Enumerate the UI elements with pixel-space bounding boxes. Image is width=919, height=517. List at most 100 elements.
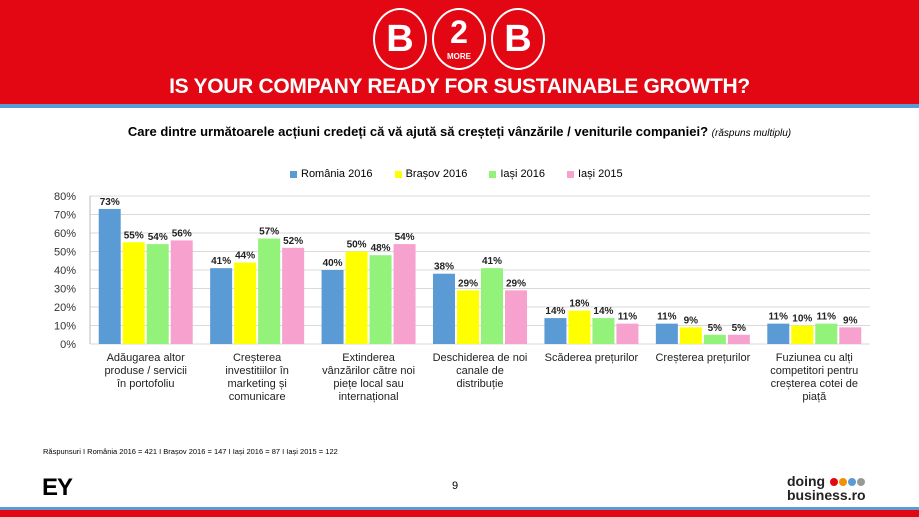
x-tick-label: Creșterea investitiilor în marketing și com… bbox=[225, 352, 289, 403]
legend: România 2016 Brașov 2016 Iași 2016 Iași 201… bbox=[290, 168, 623, 180]
y-tick-label: 60% bbox=[54, 228, 76, 240]
legend-item: Brașov 2016 bbox=[394, 168, 468, 180]
bar bbox=[258, 238, 281, 344]
data-label: 48% bbox=[371, 243, 391, 254]
question-note: (răspuns multiplu) bbox=[711, 128, 792, 139]
bar bbox=[433, 273, 455, 344]
y-tick-label: 80% bbox=[54, 191, 76, 203]
bar bbox=[544, 318, 567, 344]
bar bbox=[505, 290, 527, 344]
logo-letter: 2 bbox=[432, 8, 486, 70]
page-number: 9 bbox=[452, 480, 459, 492]
data-label: 54% bbox=[395, 232, 415, 243]
bar bbox=[393, 244, 416, 344]
data-label: 52% bbox=[283, 236, 303, 247]
data-label: 18% bbox=[569, 299, 589, 310]
y-tick-label: 0% bbox=[60, 339, 76, 351]
brand-text-1: doing bbox=[787, 473, 826, 489]
footer-stripe bbox=[0, 507, 919, 517]
data-label: 11% bbox=[618, 312, 638, 323]
data-label: 9% bbox=[843, 315, 858, 326]
y-tick-label: 10% bbox=[54, 321, 76, 333]
x-tick-label: Extinderea vânzărilor către noi piețe loca… bbox=[322, 352, 415, 403]
bar bbox=[345, 251, 368, 344]
x-tick-label: Creșterea prețurilor bbox=[655, 352, 750, 364]
legend-swatch bbox=[566, 170, 574, 178]
bar bbox=[369, 255, 392, 344]
y-tick-label: 70% bbox=[54, 210, 76, 222]
data-label: 57% bbox=[259, 227, 279, 238]
respondents-note: Răspunsuri I România 2016 = 421 I Brașov… bbox=[43, 447, 338, 456]
logo-letter: B bbox=[491, 8, 545, 70]
legend-label: Iași 2016 bbox=[500, 168, 545, 180]
y-tick-label: 50% bbox=[54, 247, 76, 259]
x-tick-label: Deschiderea de noi canale de distribuție bbox=[433, 352, 528, 390]
tagline: IS YOUR COMPANY READY FOR SUSTAINABLE GR… bbox=[169, 75, 750, 98]
logo-letter: B bbox=[373, 8, 427, 70]
bar bbox=[457, 290, 479, 344]
bar bbox=[655, 323, 678, 344]
data-label: 5% bbox=[708, 323, 723, 334]
data-label: 44% bbox=[235, 251, 255, 262]
data-label: 10% bbox=[792, 314, 812, 325]
x-tick-label: Fuziunea cu alți competitori pentru crește… bbox=[770, 352, 858, 403]
legend-item: România 2016 bbox=[290, 168, 373, 180]
brand-text-2: business.ro bbox=[787, 487, 866, 503]
legend-item: Iași 2016 bbox=[489, 168, 545, 180]
data-label: 40% bbox=[323, 258, 343, 269]
bar bbox=[210, 268, 233, 344]
data-label: 29% bbox=[458, 278, 478, 289]
legend-swatch bbox=[290, 170, 297, 178]
data-label: 41% bbox=[211, 256, 231, 267]
bar bbox=[592, 318, 615, 344]
bar bbox=[839, 327, 862, 344]
data-label: 11% bbox=[657, 312, 677, 323]
data-label: 73% bbox=[100, 197, 120, 208]
y-tick-label: 30% bbox=[54, 284, 76, 296]
data-label: 50% bbox=[347, 240, 367, 251]
x-tick-label: Adăugarea altor produse / servicii în port… bbox=[104, 352, 187, 390]
bar bbox=[703, 334, 726, 344]
data-label: 41% bbox=[482, 256, 502, 267]
doingbusiness-logo: doing business.ro bbox=[787, 474, 866, 502]
data-label: 14% bbox=[593, 306, 613, 317]
x-tick-label: Scăderea prețurilor bbox=[545, 352, 639, 364]
header-stripe bbox=[0, 104, 919, 108]
bar bbox=[282, 247, 305, 344]
legend-label: România 2016 bbox=[301, 168, 373, 180]
bar bbox=[98, 208, 121, 344]
data-label: 29% bbox=[506, 278, 526, 289]
bar bbox=[568, 310, 591, 344]
bar bbox=[146, 244, 169, 344]
bar bbox=[481, 268, 503, 344]
bar bbox=[727, 334, 750, 344]
bar bbox=[616, 323, 639, 344]
question-text: Care dintre următoarele acțiuni credeți … bbox=[127, 124, 709, 139]
y-tick-label: 20% bbox=[54, 302, 76, 314]
data-label: 56% bbox=[172, 228, 192, 239]
bar bbox=[122, 242, 145, 344]
y-tick-label: 40% bbox=[54, 265, 76, 277]
data-label: 55% bbox=[124, 230, 144, 241]
bar bbox=[234, 262, 257, 344]
data-label: 11% bbox=[817, 312, 837, 323]
data-label: 9% bbox=[684, 315, 699, 326]
legend-label: Brașov 2016 bbox=[405, 168, 468, 180]
data-label: 38% bbox=[434, 262, 454, 273]
question: Care dintre următoarele acțiuni credeți … bbox=[0, 124, 919, 139]
legend-item: Iași 2015 bbox=[566, 168, 623, 180]
data-label: 5% bbox=[732, 323, 747, 334]
data-label: 14% bbox=[545, 306, 565, 317]
bar bbox=[767, 323, 790, 344]
logo-small: MORE bbox=[447, 52, 471, 61]
legend-label: Iași 2015 bbox=[577, 168, 623, 180]
ey-logo: EY bbox=[42, 474, 73, 501]
legend-swatch bbox=[394, 170, 402, 178]
bar bbox=[170, 240, 193, 344]
bar bbox=[791, 325, 814, 344]
data-label: 11% bbox=[769, 312, 789, 323]
legend-swatch bbox=[489, 170, 497, 178]
data-label: 54% bbox=[148, 232, 168, 243]
bar bbox=[321, 270, 344, 344]
